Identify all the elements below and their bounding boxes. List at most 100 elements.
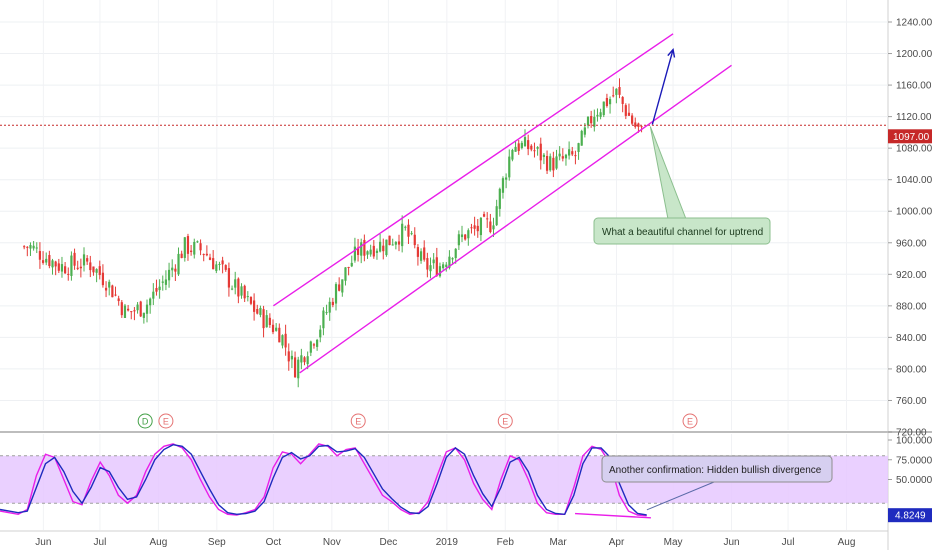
candle-body xyxy=(612,95,615,97)
candle-body xyxy=(429,265,432,272)
candle-body xyxy=(297,359,300,379)
candle-body xyxy=(114,294,117,296)
candle-body xyxy=(67,273,70,275)
candle-body xyxy=(492,225,495,230)
candle-body xyxy=(246,296,249,298)
candle-body xyxy=(98,266,101,276)
candle-body xyxy=(51,260,54,268)
candle-body xyxy=(479,217,483,236)
price-tick-label: 1080.00 xyxy=(896,144,932,155)
candlestick-series[interactable] xyxy=(23,78,643,388)
candle-body xyxy=(158,286,161,291)
candle-body xyxy=(382,245,385,252)
candle-body xyxy=(615,88,618,95)
candle-body xyxy=(293,357,297,378)
time-label: Sep xyxy=(208,537,226,548)
candle-body xyxy=(48,255,51,267)
candle-body xyxy=(271,324,275,333)
candle-body xyxy=(586,116,590,126)
candle-body xyxy=(41,260,45,263)
price-tick-label: 800.00 xyxy=(896,364,927,375)
candle-body xyxy=(196,241,199,243)
stochastic-d-line[interactable] xyxy=(0,443,647,516)
candle-body xyxy=(501,178,505,193)
candle-body xyxy=(476,225,479,232)
candle-body xyxy=(372,245,375,257)
candle-body xyxy=(331,301,334,306)
candle-body xyxy=(394,241,397,245)
candle-body xyxy=(580,130,583,146)
candle-body xyxy=(517,143,520,152)
candle-body xyxy=(205,253,208,256)
candle-body xyxy=(161,281,164,283)
candle-body xyxy=(514,146,517,152)
candle-body xyxy=(571,151,574,155)
candle-body xyxy=(574,155,577,157)
candle-body xyxy=(489,221,492,233)
price-tick-label: 880.00 xyxy=(896,301,927,312)
candle-body xyxy=(495,206,498,226)
event-marker-circle xyxy=(350,413,366,429)
channel-callout[interactable]: What a beautiful channel for uptrend xyxy=(593,126,771,245)
time-label: Jun xyxy=(35,537,51,548)
candle-body xyxy=(536,147,539,149)
projection-arrow-line[interactable] xyxy=(651,49,674,125)
candle-body xyxy=(155,288,158,292)
candle-body xyxy=(92,266,95,273)
candle-body xyxy=(224,265,227,270)
earnings-event-marker[interactable]: E xyxy=(158,413,174,429)
candle-body xyxy=(256,308,259,314)
candle-body xyxy=(624,105,627,116)
candle-body xyxy=(347,266,350,268)
divergence-callout[interactable]: Another confirmation: Hidden bullish div… xyxy=(601,455,833,483)
earnings-event-marker[interactable]: E xyxy=(682,413,698,429)
candle-body xyxy=(350,262,353,267)
candle-body xyxy=(460,234,464,238)
candle-body xyxy=(290,355,294,360)
candle-body xyxy=(413,234,416,246)
event-marker-circle xyxy=(682,413,698,429)
candle-body xyxy=(631,115,634,124)
dividend-event-marker[interactable]: D xyxy=(137,413,153,429)
divergence-line[interactable] xyxy=(574,512,651,519)
candle-body xyxy=(227,268,231,288)
candle-body xyxy=(605,97,609,106)
time-label: Mar xyxy=(549,537,567,548)
candle-body xyxy=(470,227,473,229)
candle-body xyxy=(243,285,246,299)
time-label: Aug xyxy=(838,537,856,548)
candle-body xyxy=(38,251,42,260)
event-marker-circle xyxy=(137,413,153,429)
candle-body xyxy=(325,312,328,314)
candle-body xyxy=(527,140,530,150)
candle-body xyxy=(498,188,501,209)
candle-body xyxy=(590,116,593,124)
callout-box xyxy=(593,217,771,245)
earnings-event-marker[interactable]: E xyxy=(350,413,366,429)
candle-body xyxy=(419,251,423,261)
candle-body xyxy=(545,156,549,171)
candle-body xyxy=(618,87,621,95)
candle-body xyxy=(442,264,445,269)
last-price-box xyxy=(888,129,932,144)
channel-upper-line[interactable] xyxy=(272,33,674,307)
time-axis: Jun Jul Aug Sep Oct Nov Dec 2019 Feb Mar Apr May Jun… xyxy=(0,530,888,548)
candle-body xyxy=(60,264,64,272)
candle-body xyxy=(54,261,57,267)
candle-body xyxy=(167,269,171,281)
candle-body xyxy=(602,101,605,116)
earnings-event-marker[interactable]: E xyxy=(497,413,513,429)
candle-body xyxy=(640,126,643,128)
candle-body xyxy=(278,327,281,343)
candle-body xyxy=(404,226,407,228)
candle-body xyxy=(259,307,262,315)
price-tick-label: 1000.00 xyxy=(896,207,932,218)
candle-body xyxy=(533,150,536,152)
candle-body xyxy=(539,143,542,161)
candle-body xyxy=(363,239,366,256)
channel-lower-line[interactable] xyxy=(299,64,732,374)
drawings-layer[interactable] xyxy=(272,33,732,374)
stochastic-k-line[interactable] xyxy=(0,443,647,517)
